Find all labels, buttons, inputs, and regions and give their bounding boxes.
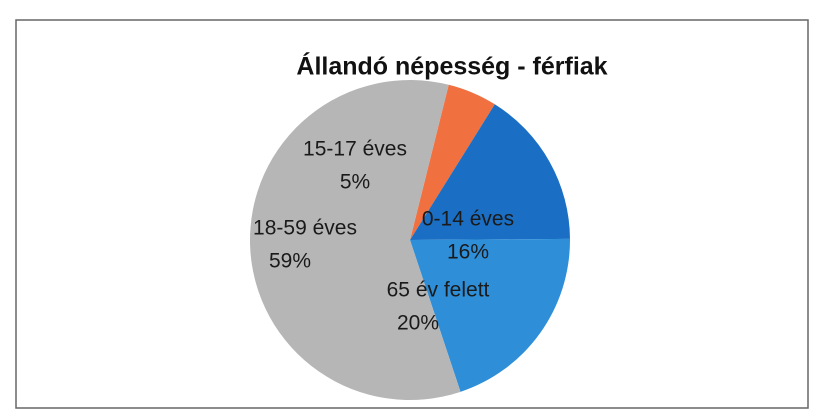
pie-slice <box>410 238 570 392</box>
slice-category-label: 15-17 éves <box>303 138 407 161</box>
pie-slice <box>410 84 495 240</box>
pie-slice <box>250 80 461 401</box>
slice-category-label: 0-14 éves <box>422 208 514 231</box>
data-labels: 15-17 éves 5% 0-14 éves 16% 65 év felett 20% 1… <box>253 138 514 335</box>
slice-category-label: 18-59 éves <box>253 217 357 240</box>
slice-value-label: 16% <box>447 241 489 264</box>
pie-slice <box>410 104 570 240</box>
slice-value-label: 59% <box>269 250 311 273</box>
slice-value-label: 20% <box>397 312 439 335</box>
slice-value-label: 5% <box>340 171 370 194</box>
slice-category-label: 65 év felett <box>387 279 490 302</box>
pie <box>250 80 570 401</box>
chart-title: Állandó népesség - férfiak <box>296 52 607 81</box>
